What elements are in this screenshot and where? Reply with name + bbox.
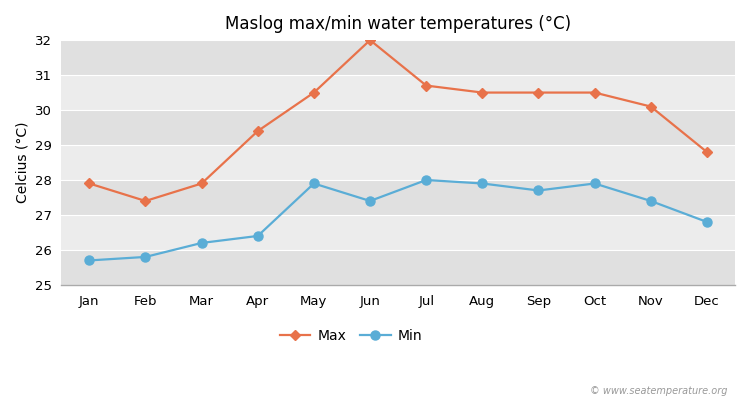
Max — [85, 181, 94, 186]
Min — [85, 258, 94, 263]
Min — [478, 181, 487, 186]
Min — [422, 178, 430, 182]
Bar — [62, 40, 735, 75]
Y-axis label: Celcius (°C): Celcius (°C) — [15, 122, 29, 203]
Min — [365, 198, 374, 203]
Text: © www.seatemperature.org: © www.seatemperature.org — [590, 386, 728, 396]
Max — [590, 90, 599, 95]
Min — [590, 181, 599, 186]
Legend: Max, Min: Max, Min — [274, 324, 428, 349]
Min — [534, 188, 543, 193]
Line: Min: Min — [85, 176, 712, 265]
Bar — [62, 215, 735, 250]
Min — [310, 181, 319, 186]
Max — [254, 129, 262, 134]
Max — [141, 198, 150, 203]
Bar — [62, 250, 735, 285]
Max — [365, 38, 374, 42]
Max — [478, 90, 487, 95]
Bar — [62, 110, 735, 145]
Title: Maslog max/min water temperatures (°C): Maslog max/min water temperatures (°C) — [225, 15, 572, 33]
Bar — [62, 180, 735, 215]
Max — [703, 150, 712, 154]
Max — [646, 104, 656, 109]
Max — [310, 90, 319, 95]
Max — [197, 181, 206, 186]
Bar — [62, 145, 735, 180]
Min — [197, 240, 206, 245]
Min — [703, 220, 712, 224]
Bar — [62, 75, 735, 110]
Min — [141, 254, 150, 259]
Line: Max: Max — [86, 36, 711, 205]
Max — [422, 83, 430, 88]
Min — [254, 234, 262, 238]
Min — [646, 198, 656, 203]
Max — [534, 90, 543, 95]
